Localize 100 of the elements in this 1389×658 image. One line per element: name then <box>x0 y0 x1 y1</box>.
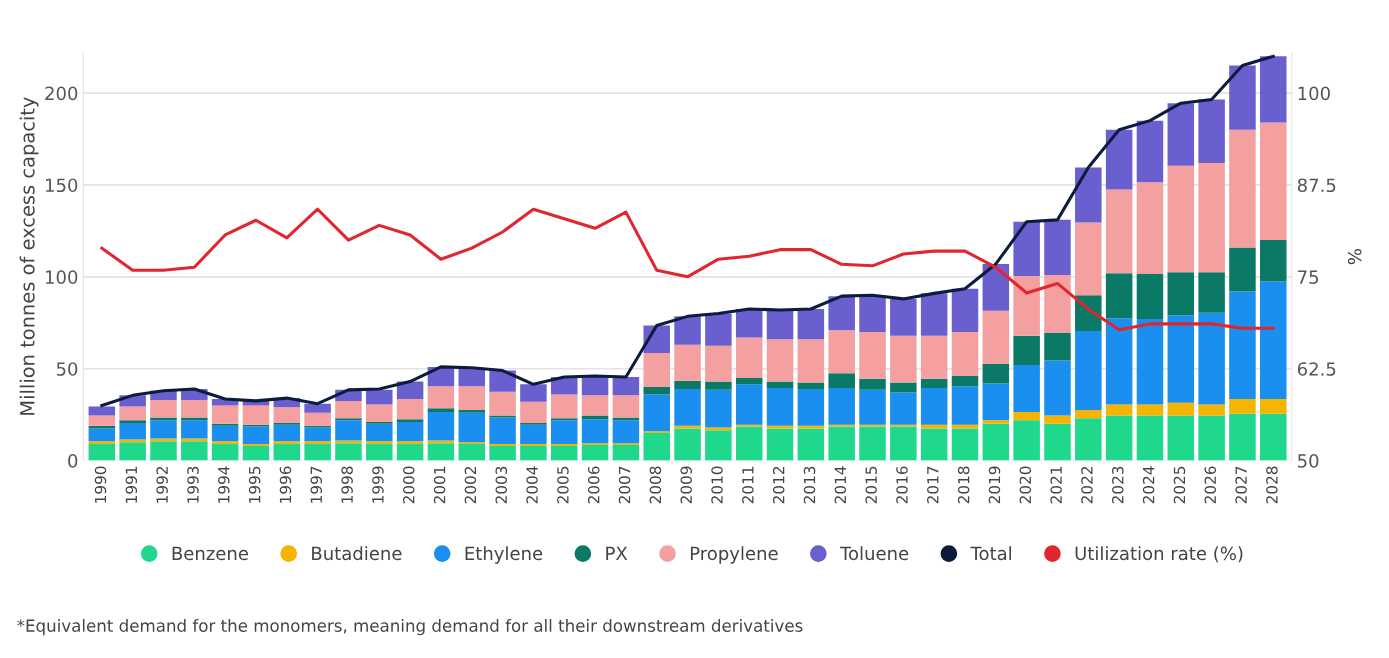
bar <box>181 420 208 439</box>
bar <box>88 428 116 442</box>
bar <box>766 388 794 426</box>
bar <box>119 422 146 440</box>
bar <box>766 339 794 382</box>
bar <box>304 441 331 445</box>
bar <box>1136 120 1164 183</box>
legend-label: Ethylene <box>465 546 543 564</box>
bar <box>828 330 855 374</box>
bar <box>890 335 917 383</box>
legend-label: Utilization rate (%) <box>1075 546 1243 563</box>
bar <box>766 428 794 461</box>
bar <box>674 380 701 389</box>
bar <box>612 395 640 418</box>
bar <box>489 391 516 416</box>
bar <box>1044 415 1071 424</box>
bar <box>88 415 116 426</box>
line-series <box>100 207 1275 332</box>
x-tick-label: 2002 <box>464 466 477 504</box>
x-tick-label: 1990 <box>94 466 107 503</box>
x-tick-label: 2009 <box>680 466 692 504</box>
bar <box>366 444 393 461</box>
bar <box>489 417 516 445</box>
bar <box>119 406 146 421</box>
bar <box>705 389 732 428</box>
bar <box>150 420 177 439</box>
bar <box>674 428 701 461</box>
bar <box>304 412 331 426</box>
bar <box>1105 318 1133 405</box>
bar <box>797 428 825 461</box>
x-tick-label: 2012 <box>772 466 785 504</box>
bar <box>1260 281 1287 400</box>
bar <box>1105 404 1133 416</box>
bar <box>335 443 362 461</box>
bar <box>550 445 578 461</box>
bar <box>1013 420 1040 461</box>
bar <box>890 426 917 461</box>
x-tick-label: 2022 <box>1081 466 1093 504</box>
x-tick-label: 2003 <box>495 466 508 504</box>
x-tick-label: 2013 <box>803 466 816 504</box>
x-tick-label: 1998 <box>341 466 353 503</box>
bar <box>273 441 301 445</box>
bar <box>920 335 948 379</box>
y-axis-title: Million tonnes of excess capacity <box>19 97 39 415</box>
bar <box>859 378 886 390</box>
bar <box>304 427 331 442</box>
bar <box>859 426 886 461</box>
bar <box>1198 415 1225 461</box>
bar <box>1167 415 1195 461</box>
x-tick-label: 2018 <box>957 466 970 504</box>
x-tick-label: 2016 <box>896 466 908 504</box>
bar <box>797 388 825 426</box>
bar <box>520 384 547 402</box>
bar <box>581 395 609 416</box>
bar <box>1260 399 1287 414</box>
x-tick-label: 2025 <box>1173 466 1186 504</box>
x-tick-label: 2001 <box>433 466 446 504</box>
bar <box>1136 182 1164 275</box>
x-tick-label: 1991 <box>125 466 138 503</box>
legend-label: PX <box>606 546 628 560</box>
y2-tick-label: 100 <box>1298 86 1330 101</box>
y-tick-label: 0 <box>68 454 78 468</box>
bar <box>890 382 917 393</box>
x-tick-label: 2011 <box>742 466 754 504</box>
bar <box>859 295 886 332</box>
bar <box>982 383 1010 421</box>
bar <box>1167 165 1195 273</box>
bar <box>273 407 301 423</box>
bar <box>859 331 886 379</box>
bar <box>88 406 116 416</box>
x-tick-label: 2024 <box>1142 466 1155 504</box>
x-tick-label: 2023 <box>1112 466 1124 504</box>
bar <box>643 353 670 388</box>
bar <box>612 417 640 421</box>
bar <box>458 386 486 411</box>
bar <box>427 408 455 412</box>
bar <box>366 441 393 445</box>
bar <box>1013 275 1040 336</box>
bar <box>489 370 516 392</box>
bar <box>890 298 917 336</box>
bar <box>427 386 455 409</box>
bar <box>951 331 979 377</box>
bar <box>920 428 948 461</box>
bar <box>1105 189 1133 274</box>
y2-tick-label: 87.5 <box>1297 178 1336 193</box>
bar <box>674 388 701 426</box>
bar <box>612 444 640 461</box>
x-tick-label: 2014 <box>834 466 847 504</box>
y-tick-label: 200 <box>45 86 78 101</box>
bar <box>211 441 239 445</box>
x-tick-label: 2007 <box>618 466 631 504</box>
bar <box>458 410 486 413</box>
y-tick-label: 150 <box>46 178 78 193</box>
y-tick-label: 100 <box>46 270 78 284</box>
bar <box>489 445 516 461</box>
bar <box>1075 222 1102 296</box>
bar <box>458 444 486 461</box>
bar <box>1229 65 1256 130</box>
bar <box>951 386 979 425</box>
x-tick-label: 2026 <box>1204 466 1217 504</box>
